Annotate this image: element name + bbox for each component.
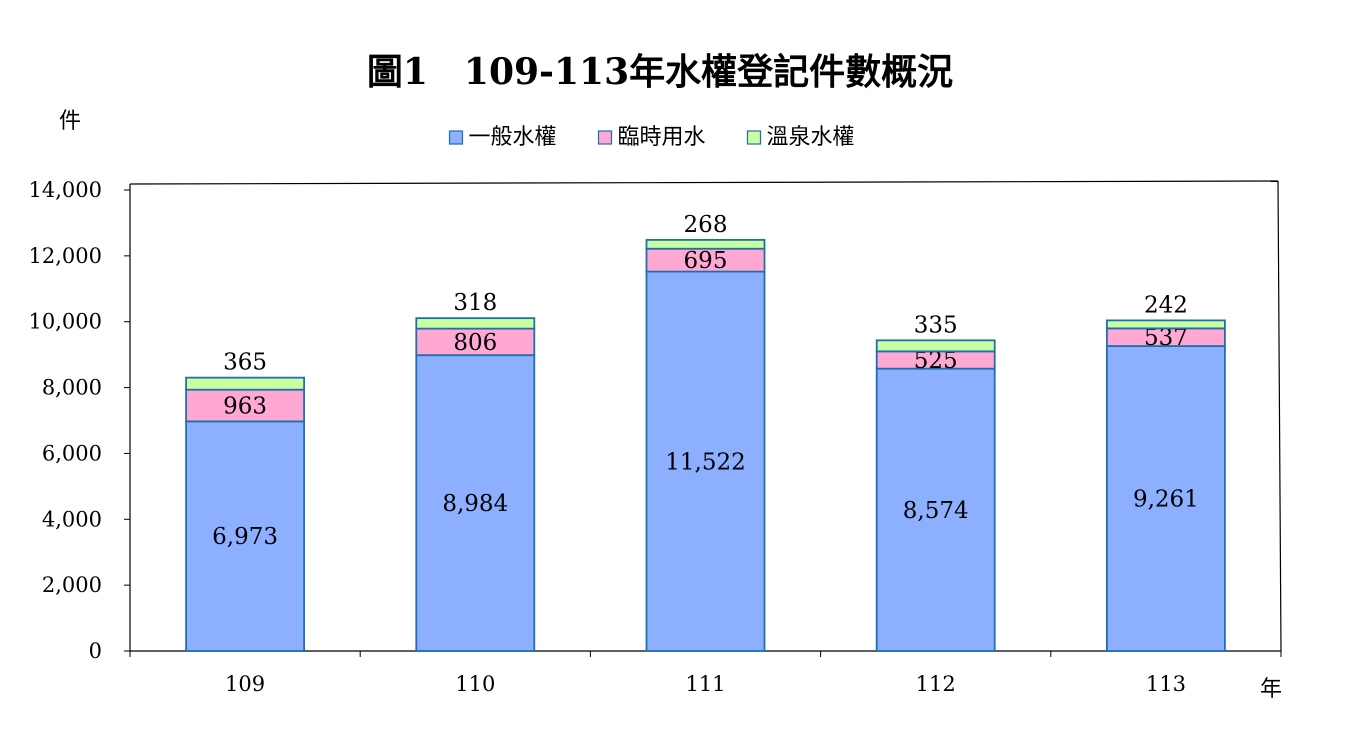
data-label-2-111: 695 bbox=[684, 248, 728, 274]
x-tick-label: 109 bbox=[225, 672, 265, 696]
bar-2-110 bbox=[415, 327, 536, 357]
bar-1-112 bbox=[875, 367, 996, 652]
data-label-2-109: 963 bbox=[223, 394, 267, 420]
x-axis-unit: 年 bbox=[1260, 677, 1282, 702]
plot-right-border bbox=[1277, 180, 1282, 652]
data-label-2-112: 525 bbox=[914, 348, 958, 374]
x-tick-label: 111 bbox=[685, 672, 725, 696]
data-label-3-110: 318 bbox=[453, 290, 497, 316]
y-tick-label: 2,000 bbox=[42, 573, 102, 597]
y-tick-label: 14,000 bbox=[29, 178, 102, 202]
y-tick-label: 6,000 bbox=[42, 441, 102, 465]
data-label-1-112: 8,574 bbox=[903, 498, 969, 524]
x-tick-label: 112 bbox=[916, 672, 956, 696]
legend: 一般水權 臨時用水 溫泉水權 bbox=[448, 125, 855, 150]
bar-1-109 bbox=[185, 420, 306, 652]
chart-title: 圖1 109-113年水權登記件數概況 bbox=[367, 51, 953, 93]
legend-swatch-2 bbox=[597, 130, 613, 145]
data-label-3-113: 242 bbox=[1144, 292, 1188, 318]
data-label-3-109: 365 bbox=[223, 350, 267, 376]
data-label-3-111: 268 bbox=[684, 212, 728, 238]
bar-1-110 bbox=[415, 354, 536, 652]
legend-label-2: 臨時用水 bbox=[618, 125, 706, 150]
data-label-1-113: 9,261 bbox=[1133, 487, 1199, 513]
plot-area: 0 2,000 4,000 6,000 8,000 10,000 12,000 14,000 1… bbox=[29, 178, 1282, 696]
bar-3-111 bbox=[645, 238, 766, 250]
x-tick-label: 110 bbox=[455, 672, 495, 696]
y-tick-label: 8,000 bbox=[42, 376, 102, 400]
legend-label-3: 溫泉水權 bbox=[767, 125, 855, 150]
bar-3-109 bbox=[185, 376, 306, 391]
data-label-2-113: 537 bbox=[1144, 325, 1188, 351]
data-label-2-110: 806 bbox=[453, 330, 497, 356]
y-tick-label: 4,000 bbox=[42, 507, 102, 531]
bar-3-112 bbox=[875, 339, 996, 353]
legend-label-1: 一般水權 bbox=[469, 125, 557, 150]
bar-3-110 bbox=[415, 317, 536, 330]
legend-swatch-3 bbox=[746, 130, 762, 145]
y-tick-label: 12,000 bbox=[29, 244, 102, 268]
data-label-3-112: 335 bbox=[914, 312, 958, 338]
plot-top-border bbox=[129, 180, 1279, 185]
data-label-1-111: 11,522 bbox=[665, 449, 745, 475]
y-tick-label: 0 bbox=[89, 639, 102, 663]
y-axis-unit: 件 bbox=[59, 109, 81, 134]
bar-1-111 bbox=[645, 270, 766, 652]
legend-swatch-1 bbox=[448, 130, 464, 145]
bar-1-113 bbox=[1106, 345, 1226, 652]
x-tick-label: 113 bbox=[1146, 672, 1186, 696]
y-tick-label: 10,000 bbox=[29, 310, 102, 334]
bar-3-113 bbox=[1106, 319, 1226, 330]
data-label-1-109: 6,973 bbox=[212, 524, 278, 550]
data-label-1-110: 8,984 bbox=[442, 491, 508, 517]
